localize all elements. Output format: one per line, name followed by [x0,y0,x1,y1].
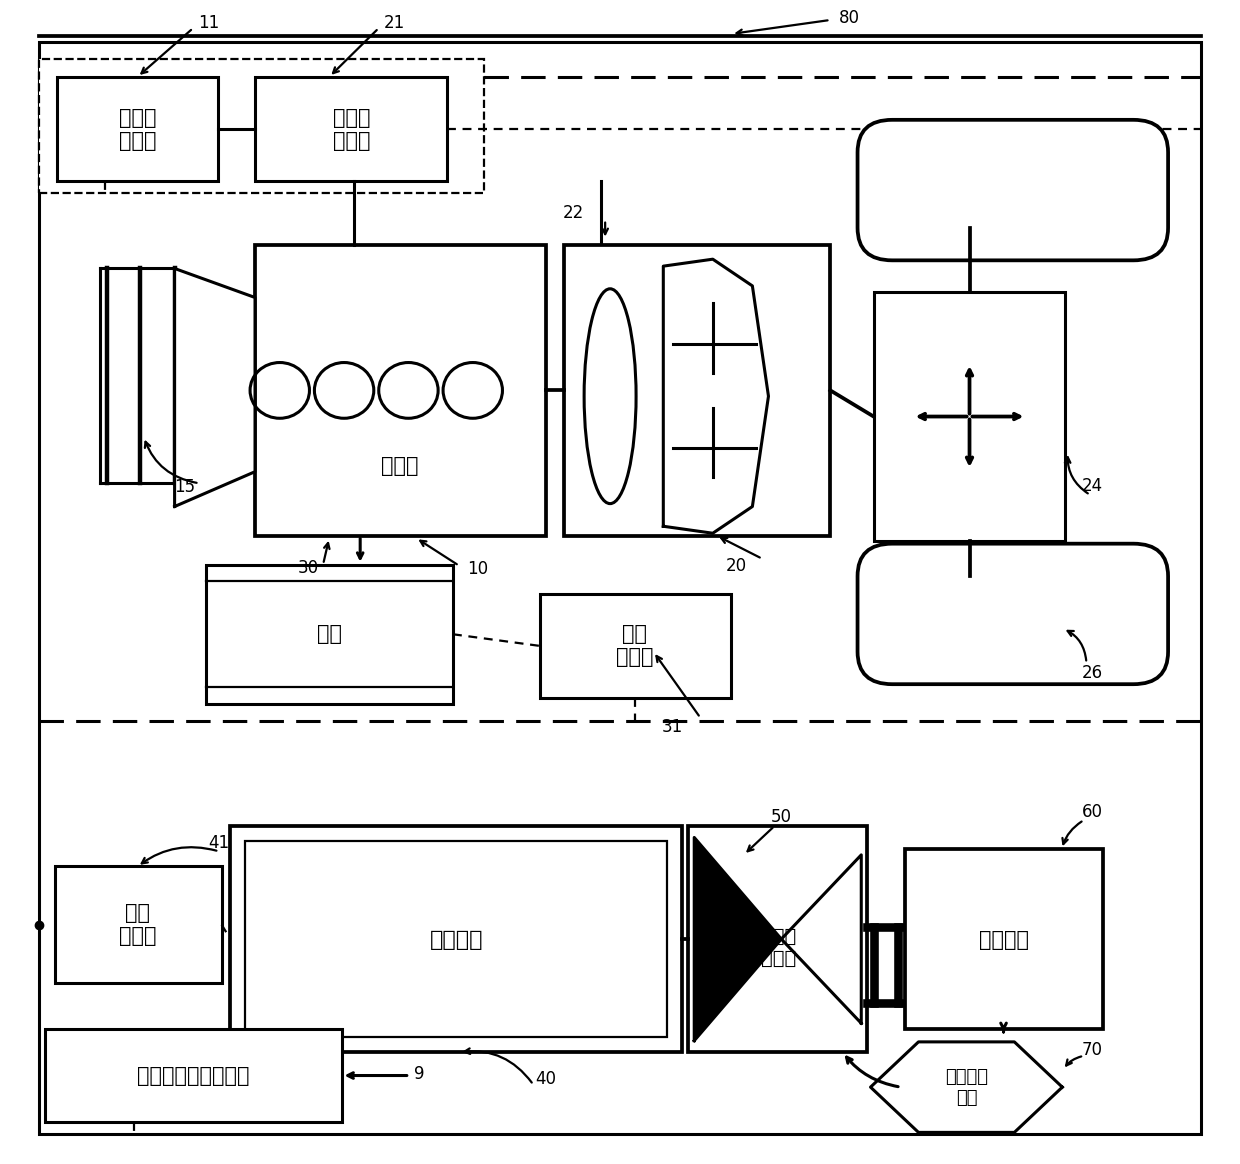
FancyBboxPatch shape [858,120,1168,261]
Polygon shape [694,837,781,1041]
Text: 24: 24 [1083,476,1104,495]
Text: 41: 41 [208,835,229,852]
Text: 电机
控制器: 电机 控制器 [616,624,653,667]
FancyBboxPatch shape [55,866,222,982]
Text: 混合动力车辆控制器: 混合动力车辆控制器 [136,1065,249,1086]
FancyBboxPatch shape [564,246,831,535]
Text: 电池
控制器: 电池 控制器 [119,903,156,946]
Text: 60: 60 [1083,803,1104,821]
FancyBboxPatch shape [231,825,682,1052]
Polygon shape [175,269,255,506]
FancyBboxPatch shape [246,840,667,1037]
Text: 整车用电
负载: 整车用电 负载 [945,1067,988,1107]
Text: 高低压
逆变器: 高低压 逆变器 [760,928,796,968]
Text: 26: 26 [1083,663,1104,682]
Text: 11: 11 [198,14,219,33]
FancyBboxPatch shape [255,77,446,182]
Text: 15: 15 [174,477,195,496]
Text: 9: 9 [414,1065,425,1084]
Text: 22: 22 [563,204,584,221]
Text: 31: 31 [661,718,682,736]
Text: 低压电池: 低压电池 [978,930,1028,950]
Text: 50: 50 [770,808,791,825]
Text: 21: 21 [384,14,405,33]
FancyBboxPatch shape [206,565,453,704]
FancyBboxPatch shape [57,77,218,182]
FancyBboxPatch shape [38,59,484,193]
Text: 电机: 电机 [316,624,342,644]
Text: 30: 30 [298,559,319,577]
Text: 发动机: 发动机 [381,456,419,476]
Polygon shape [781,854,862,1023]
FancyBboxPatch shape [874,292,1065,541]
FancyBboxPatch shape [255,246,546,535]
FancyBboxPatch shape [688,825,868,1052]
FancyBboxPatch shape [45,1029,342,1122]
Text: 10: 10 [467,560,489,579]
Ellipse shape [584,289,636,504]
Text: 发动机
控制器: 发动机 控制器 [119,107,156,150]
Polygon shape [870,1042,1063,1133]
Text: 变速器
控制器: 变速器 控制器 [332,107,371,150]
Text: 40: 40 [536,1070,557,1088]
Text: 20: 20 [725,556,746,575]
Text: 高压电池: 高压电池 [430,930,484,950]
FancyBboxPatch shape [539,594,732,698]
Polygon shape [663,260,769,533]
FancyBboxPatch shape [904,849,1102,1029]
FancyBboxPatch shape [858,544,1168,684]
Text: 70: 70 [1083,1041,1104,1059]
Text: 80: 80 [838,8,859,27]
FancyBboxPatch shape [38,42,1202,1134]
